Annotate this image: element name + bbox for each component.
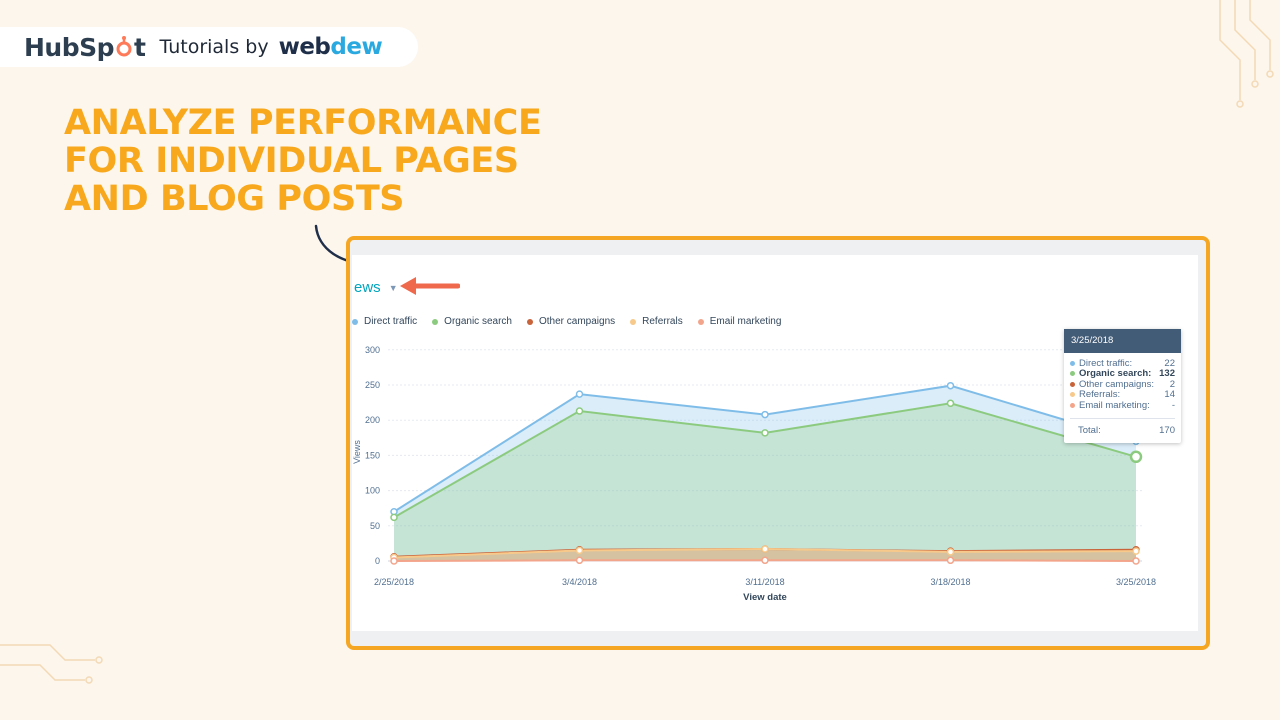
point-referrals — [761, 545, 769, 553]
sprocket-icon — [116, 36, 132, 57]
headline-line-2: FOR INDIVIDUAL PAGES — [64, 141, 519, 181]
legend-dot-icon — [526, 318, 533, 325]
point-email-marketing — [1132, 557, 1140, 565]
legend-label: Organic search — [444, 316, 512, 327]
tooltip-row: Referrals: 14 — [1064, 389, 1181, 401]
y-tick-label: 0 — [375, 556, 380, 566]
tooltip-total-value: 170 — [1159, 424, 1175, 436]
area-organic-search — [394, 403, 1136, 561]
tooltip-row-label: Direct traffic: — [1079, 357, 1133, 369]
hubspot-logo-text: HubSp — [24, 32, 115, 62]
point-organic-search — [946, 399, 955, 408]
x-tick-label: 3/4/2018 — [562, 577, 597, 587]
webdew-logo-text: web — [278, 34, 331, 60]
legend-dot-icon — [432, 318, 439, 325]
metric-dropdown[interactable]: ews ▼ — [354, 279, 398, 296]
tooltip-row-value: 2 — [1169, 378, 1175, 390]
legend-dot-icon — [352, 318, 358, 325]
tooltip-row-label: Other campaigns: — [1079, 378, 1154, 390]
point-referrals — [575, 546, 584, 555]
y-axis-label: Views — [352, 440, 362, 464]
point-direct-traffic — [575, 390, 584, 398]
point-referrals — [946, 548, 955, 556]
legend-label: Direct traffic — [364, 316, 418, 327]
chevron-down-icon: ▼ — [388, 282, 398, 293]
legend-label: Referrals — [642, 316, 683, 327]
headline-line-1: ANALYZE PERFORMANCE — [64, 103, 542, 143]
point-direct-traffic — [946, 381, 955, 390]
legend-item-other-campaigns[interactable]: Other campaigns — [526, 316, 616, 327]
point-organic-search — [761, 429, 769, 437]
legend-item-direct-traffic[interactable]: Direct traffic — [352, 316, 417, 327]
tooltip-row-value: 14 — [1164, 389, 1175, 401]
tooltip-row-label: Email marketing: — [1079, 399, 1150, 411]
webdew-logo: webdew — [279, 34, 383, 60]
tooltip-dot-icon — [1070, 402, 1075, 408]
headline-line-3: AND BLOG POSTS — [64, 179, 405, 219]
legend-dot-icon — [630, 318, 637, 325]
area-direct-traffic — [394, 385, 1136, 561]
point-organic-search — [575, 407, 584, 415]
brand-bar: HubSp t Tutorials by webdew — [0, 27, 418, 67]
tooltip-dot-icon — [1070, 371, 1075, 377]
red-arrow-icon — [400, 277, 460, 295]
hubspot-logo-text-end: t — [134, 32, 146, 62]
tooltip-row-value: 22 — [1164, 357, 1175, 369]
circuit-decoration-icon — [0, 644, 103, 684]
headline: ANALYZE PERFORMANCE FOR INDIVIDUAL PAGES… — [64, 103, 542, 219]
tooltip-row-value: 132 — [1159, 368, 1175, 380]
tooltip-row: Other campaigns: 2 — [1064, 379, 1181, 390]
tooltip-row-value: - — [1171, 399, 1175, 411]
metric-dropdown-label: ews — [354, 279, 381, 296]
tooltip-row: Direct traffic: 22 — [1064, 358, 1181, 369]
tooltip-dot-icon — [1070, 381, 1075, 387]
chart-legend: Direct traffic Organic search Other campai… — [352, 316, 796, 327]
x-axis-label: View date — [743, 592, 787, 603]
chart-frame: ews ▼ Direct traffic Organic search Other … — [346, 236, 1210, 650]
y-tick-label: 200 — [365, 415, 380, 425]
area-chart: 0 50 100 150 200 250 300 2/25/2018 3/4/2018 3/11/… — [352, 345, 1156, 603]
chart-tooltip: 3/25/2018 Direct traffic: 22 Organic searc… — [1064, 329, 1181, 443]
legend-label: Other campaigns — [538, 316, 616, 327]
legend-item-organic-search[interactable]: Organic search — [432, 316, 512, 327]
tooltip-row-label: Organic search: — [1079, 368, 1152, 380]
x-tick-label: 3/18/2018 — [930, 577, 970, 587]
point-email-marketing — [761, 556, 769, 565]
y-tick-label: 150 — [365, 450, 380, 460]
tooltip-dot-icon — [1070, 392, 1075, 398]
x-tick-label: 3/11/2018 — [745, 577, 784, 587]
tooltip-total-label: Total: — [1078, 424, 1101, 436]
chart-panel: ews ▼ Direct traffic Organic search Other … — [352, 255, 1198, 631]
y-tick-label: 300 — [365, 345, 380, 355]
legend-dot-icon — [697, 318, 704, 325]
legend-item-referrals[interactable]: Referrals — [630, 316, 683, 327]
webdew-logo-accent: dew — [330, 34, 383, 60]
hubspot-logo: HubSp t — [24, 32, 146, 62]
tooltip-total-row: Total: 170 — [1064, 419, 1181, 436]
tooltip-dot-icon — [1070, 360, 1075, 366]
point-email-marketing — [390, 557, 398, 565]
tooltip-row: Email marketing: - — [1064, 400, 1181, 411]
circuit-decoration-icon — [1219, 0, 1274, 108]
legend-label: Email marketing — [709, 316, 782, 327]
tooltip-row-label: Referrals: — [1079, 389, 1121, 401]
tooltip-date: 3/25/2018 — [1064, 329, 1181, 353]
x-tick-label: 2/25/2018 — [374, 577, 414, 587]
point-organic-search — [390, 513, 398, 522]
point-organic-search — [1129, 450, 1143, 464]
point-referrals — [1132, 547, 1140, 555]
y-tick-label: 250 — [365, 380, 380, 390]
y-tick-label: 100 — [365, 486, 380, 496]
y-tick-label: 50 — [370, 521, 380, 531]
x-tick-label: 3/25/2018 — [1116, 577, 1156, 587]
tutorials-by-text: Tutorials by — [159, 36, 269, 58]
legend-item-email-marketing[interactable]: Email marketing — [697, 316, 782, 327]
point-email-marketing — [946, 556, 955, 565]
tooltip-divider — [1070, 417, 1175, 419]
tooltip-row: Organic search: 132 — [1064, 368, 1181, 380]
point-email-marketing — [575, 556, 584, 565]
point-direct-traffic — [761, 410, 769, 419]
